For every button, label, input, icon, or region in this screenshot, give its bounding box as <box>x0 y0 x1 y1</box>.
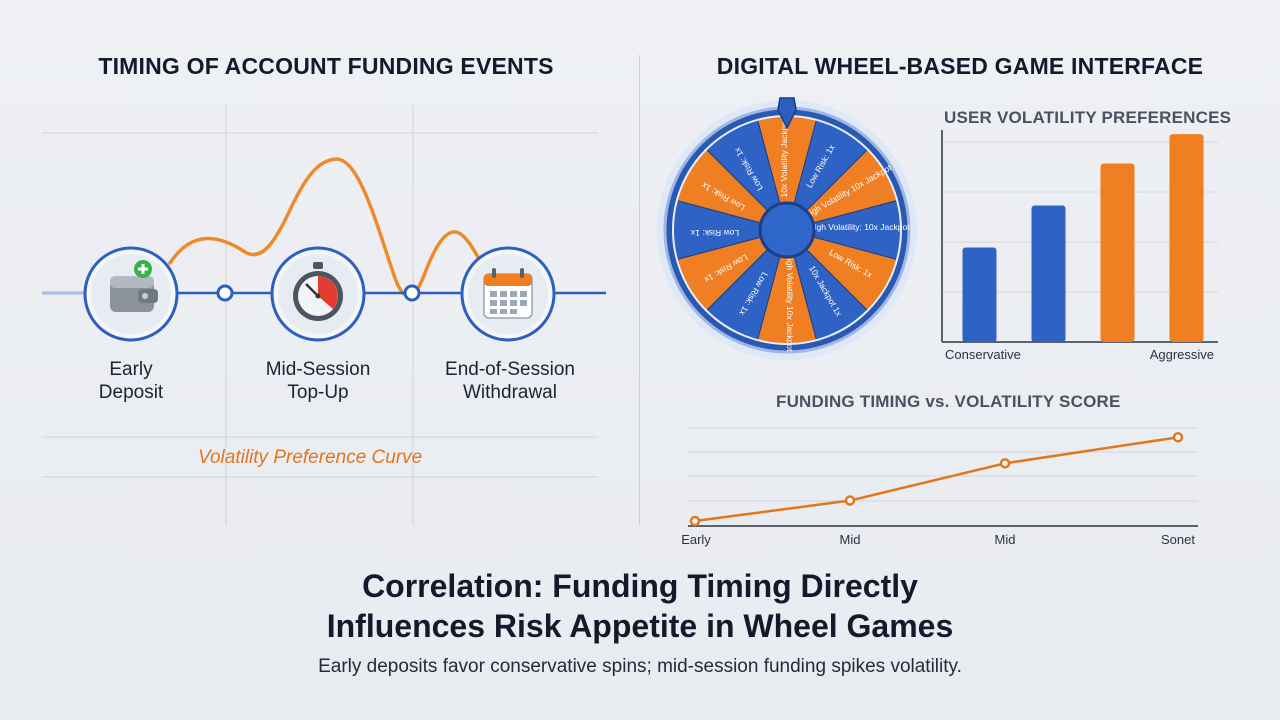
bar-chart-tick-label: Conservative <box>945 347 1021 362</box>
game-wheel[interactable]: 10x Volatility Jackpot Low Risk: 1x High V… <box>654 94 920 360</box>
line-chart-tick-label: Mid <box>995 532 1016 547</box>
line-point <box>999 458 1011 469</box>
wheel-segment-label: Low Risk: 1x <box>690 228 739 238</box>
wallet-icon <box>83 246 179 342</box>
wheel-pointer-icon <box>777 97 797 130</box>
funding-timeline <box>42 105 606 525</box>
timeline-node <box>403 284 421 302</box>
wheel-hub[interactable] <box>758 201 816 259</box>
line-chart-tick-label: Sonet <box>1161 532 1195 547</box>
curve-label: Volatility Preference Curve <box>198 447 423 468</box>
event-label-mid-session: Mid-Session Top-Up <box>265 359 371 403</box>
wheel-segment-label: High Volatility: 10x Jackpot <box>808 222 910 232</box>
wheel-segment-label: High Volatility 10x Jackpot <box>785 253 795 352</box>
line-point <box>844 495 856 506</box>
bar-chart-title: USER VOLATILITY PREFERENCES <box>944 108 1232 127</box>
line-chart-tick-label: Mid <box>840 532 861 547</box>
wheel-segment-label: 10x Volatility Jackpot <box>779 118 789 198</box>
subline: Early deposits favor conservative spins;… <box>318 656 962 677</box>
headline: Correlation: Funding Timing Directly Inf… <box>326 568 954 644</box>
calendar-icon <box>460 246 556 342</box>
right-panel-title: DIGITAL WHEEL-BASED GAME INTERFACE <box>716 53 1204 79</box>
line-chart: Early Mid Mid Sonet <box>681 427 1198 547</box>
event-label-early-deposit: Early Deposit <box>98 359 164 403</box>
left-panel-title: TIMING OF ACCOUNT FUNDING EVENTS <box>98 53 554 79</box>
line-chart-title: FUNDING TIMING vs. VOLATILITY SCORE <box>776 392 1121 411</box>
line-point <box>689 515 701 527</box>
bar <box>962 247 997 342</box>
line-point <box>1172 432 1184 443</box>
bar <box>1031 205 1066 342</box>
bar <box>1169 134 1204 342</box>
line-chart-tick-label: Early <box>681 532 711 547</box>
timeline-node <box>216 284 234 302</box>
panel-divider <box>639 55 640 525</box>
stopwatch-icon <box>270 246 366 342</box>
bar-chart-tick-label: Aggressive <box>1150 347 1214 362</box>
event-label-end-session: End-of-Session Withdrawal <box>445 359 575 403</box>
line-series <box>694 436 1179 523</box>
bar-chart: Conservative Aggressive <box>941 130 1218 362</box>
bar <box>1100 163 1135 342</box>
volatility-preference-curve <box>168 157 490 298</box>
timeline-grid <box>42 105 598 525</box>
